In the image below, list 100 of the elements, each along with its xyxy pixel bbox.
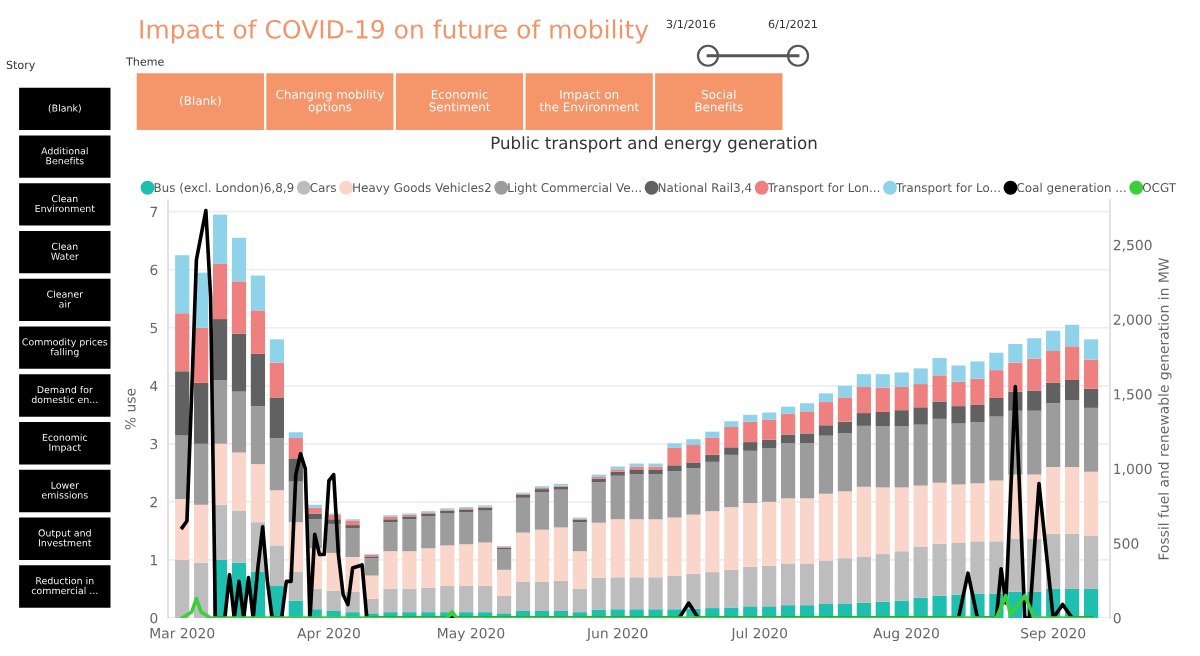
bar <box>269 339 284 363</box>
bar <box>989 352 1004 371</box>
bar <box>553 527 568 581</box>
bar <box>591 522 606 578</box>
bar <box>1065 400 1080 468</box>
bar <box>1027 338 1042 359</box>
bar <box>269 438 284 491</box>
bar <box>326 590 341 611</box>
bar <box>686 462 701 469</box>
bar <box>496 569 512 596</box>
bar <box>762 439 777 449</box>
bar <box>762 419 777 440</box>
bar <box>1046 467 1061 534</box>
bar <box>515 497 531 533</box>
bar <box>856 386 871 414</box>
bar <box>837 397 853 422</box>
bar <box>875 387 890 412</box>
bar <box>818 493 834 561</box>
bar <box>856 486 871 557</box>
bar <box>250 353 266 407</box>
bar <box>894 410 909 427</box>
bar <box>212 319 228 380</box>
bar <box>383 588 398 613</box>
bar <box>1065 533 1080 589</box>
bar <box>875 554 890 602</box>
bar <box>799 443 815 499</box>
bar <box>402 551 417 589</box>
bar <box>913 368 928 385</box>
bar <box>1083 388 1099 408</box>
bar <box>212 380 228 444</box>
bar <box>194 382 209 444</box>
bar <box>894 426 909 488</box>
bar <box>875 426 890 488</box>
bar <box>799 563 815 606</box>
bar <box>250 310 266 354</box>
bar <box>1046 350 1061 383</box>
bar <box>932 595 947 618</box>
bar <box>648 469 663 475</box>
bar <box>478 542 493 587</box>
bar <box>1083 471 1099 536</box>
bar <box>648 519 663 578</box>
bar <box>932 375 947 402</box>
bar <box>705 454 720 462</box>
bar <box>648 577 663 610</box>
bar <box>231 281 247 334</box>
bar <box>724 427 739 448</box>
bar <box>743 503 758 567</box>
bar <box>913 485 928 547</box>
chart-subtitle: Public transport and energy generation <box>491 136 817 153</box>
bar <box>610 577 625 610</box>
bar <box>629 577 644 610</box>
bar <box>856 374 871 387</box>
bar <box>667 465 682 472</box>
bar <box>194 504 209 563</box>
bar <box>951 542 966 595</box>
bar <box>478 586 493 613</box>
bar <box>951 365 966 382</box>
bar <box>345 527 360 558</box>
bar <box>269 490 284 546</box>
bar <box>1027 390 1042 411</box>
bar <box>421 516 436 549</box>
bar <box>894 551 909 601</box>
bar <box>667 447 682 466</box>
bar <box>743 442 758 451</box>
bar <box>875 487 890 555</box>
bar <box>288 432 303 439</box>
bar <box>553 580 568 611</box>
bar <box>762 412 777 420</box>
bar <box>269 362 284 398</box>
bar <box>1046 330 1061 351</box>
bar <box>781 498 796 564</box>
bar <box>686 445 701 463</box>
bar <box>989 370 1004 398</box>
bar <box>231 237 247 282</box>
bar <box>459 544 474 587</box>
bar <box>175 255 190 314</box>
bar <box>970 361 985 379</box>
bar <box>1065 467 1080 534</box>
bar <box>459 512 474 545</box>
bar <box>705 572 720 609</box>
bar <box>970 422 985 484</box>
bar <box>534 581 550 611</box>
bar <box>818 402 834 426</box>
bar <box>686 439 701 445</box>
bar <box>743 450 758 504</box>
bar <box>781 443 796 499</box>
bar <box>591 577 606 610</box>
bar <box>1083 359 1099 389</box>
bar <box>970 378 985 405</box>
bar <box>1065 380 1080 401</box>
bar <box>913 384 928 408</box>
bar <box>402 519 417 552</box>
bar <box>250 406 266 465</box>
bar <box>383 551 398 589</box>
bar <box>875 411 890 427</box>
bar <box>1083 407 1099 472</box>
bar <box>175 371 190 436</box>
bar <box>818 393 834 403</box>
bar <box>212 214 228 264</box>
bar <box>913 424 928 486</box>
